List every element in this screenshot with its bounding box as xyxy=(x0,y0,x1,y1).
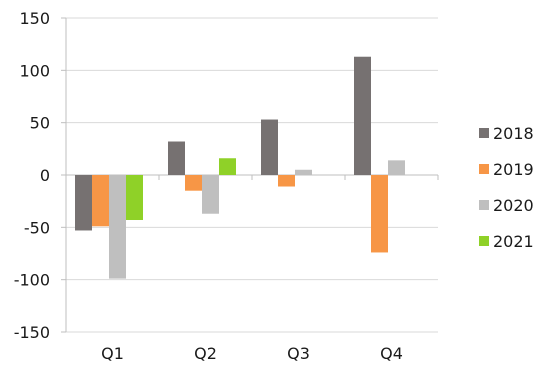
bar-2018-q2 xyxy=(168,141,185,175)
y-tick-labels: 150 100 50 0 -50 -100 -150 xyxy=(14,9,50,342)
bar-2019-q4 xyxy=(371,175,388,253)
y-tick-label: 150 xyxy=(19,9,50,28)
legend: 2018 2019 2020 2021 xyxy=(479,124,534,251)
bar-2020-q4 xyxy=(388,160,405,175)
legend-label-2019: 2019 xyxy=(493,160,534,179)
x-tick-label: Q2 xyxy=(194,344,217,363)
bar-2020-q1 xyxy=(109,175,126,279)
x-tick-labels: Q1 Q2 Q3 Q4 xyxy=(101,344,403,363)
x-tick-label: Q4 xyxy=(380,344,403,363)
x-tick-label: Q3 xyxy=(287,344,310,363)
bar-2018-q3 xyxy=(261,119,278,175)
bar-2020-q2 xyxy=(202,175,219,214)
bar-2019-q2 xyxy=(185,175,202,191)
gridlines xyxy=(66,17,438,333)
y-tick-label: 0 xyxy=(40,166,50,185)
y-tick-label: -150 xyxy=(14,323,50,342)
bar-2018-q1 xyxy=(75,175,92,231)
bar-2021-q1 xyxy=(126,175,143,221)
legend-label-2021: 2021 xyxy=(493,232,534,251)
legend-label-2018: 2018 xyxy=(493,124,534,143)
legend-swatch-2021 xyxy=(479,236,489,246)
y-tick-label: -50 xyxy=(24,218,50,237)
bar-2018-q4 xyxy=(354,56,371,175)
bars xyxy=(75,56,405,279)
bar-2019-q3 xyxy=(278,175,295,187)
y-tick-label: -100 xyxy=(14,271,50,290)
y-tick-label: 50 xyxy=(30,114,50,133)
legend-label-2020: 2020 xyxy=(493,196,534,215)
bar-2019-q1 xyxy=(92,175,109,227)
legend-swatch-2020 xyxy=(479,200,489,210)
legend-swatch-2018 xyxy=(479,128,489,138)
bar-2020-q3 xyxy=(295,169,312,175)
bar-2021-q2 xyxy=(219,158,236,175)
legend-swatch-2019 xyxy=(479,164,489,174)
x-tick-label: Q1 xyxy=(101,344,124,363)
y-tick-label: 100 xyxy=(19,61,50,80)
